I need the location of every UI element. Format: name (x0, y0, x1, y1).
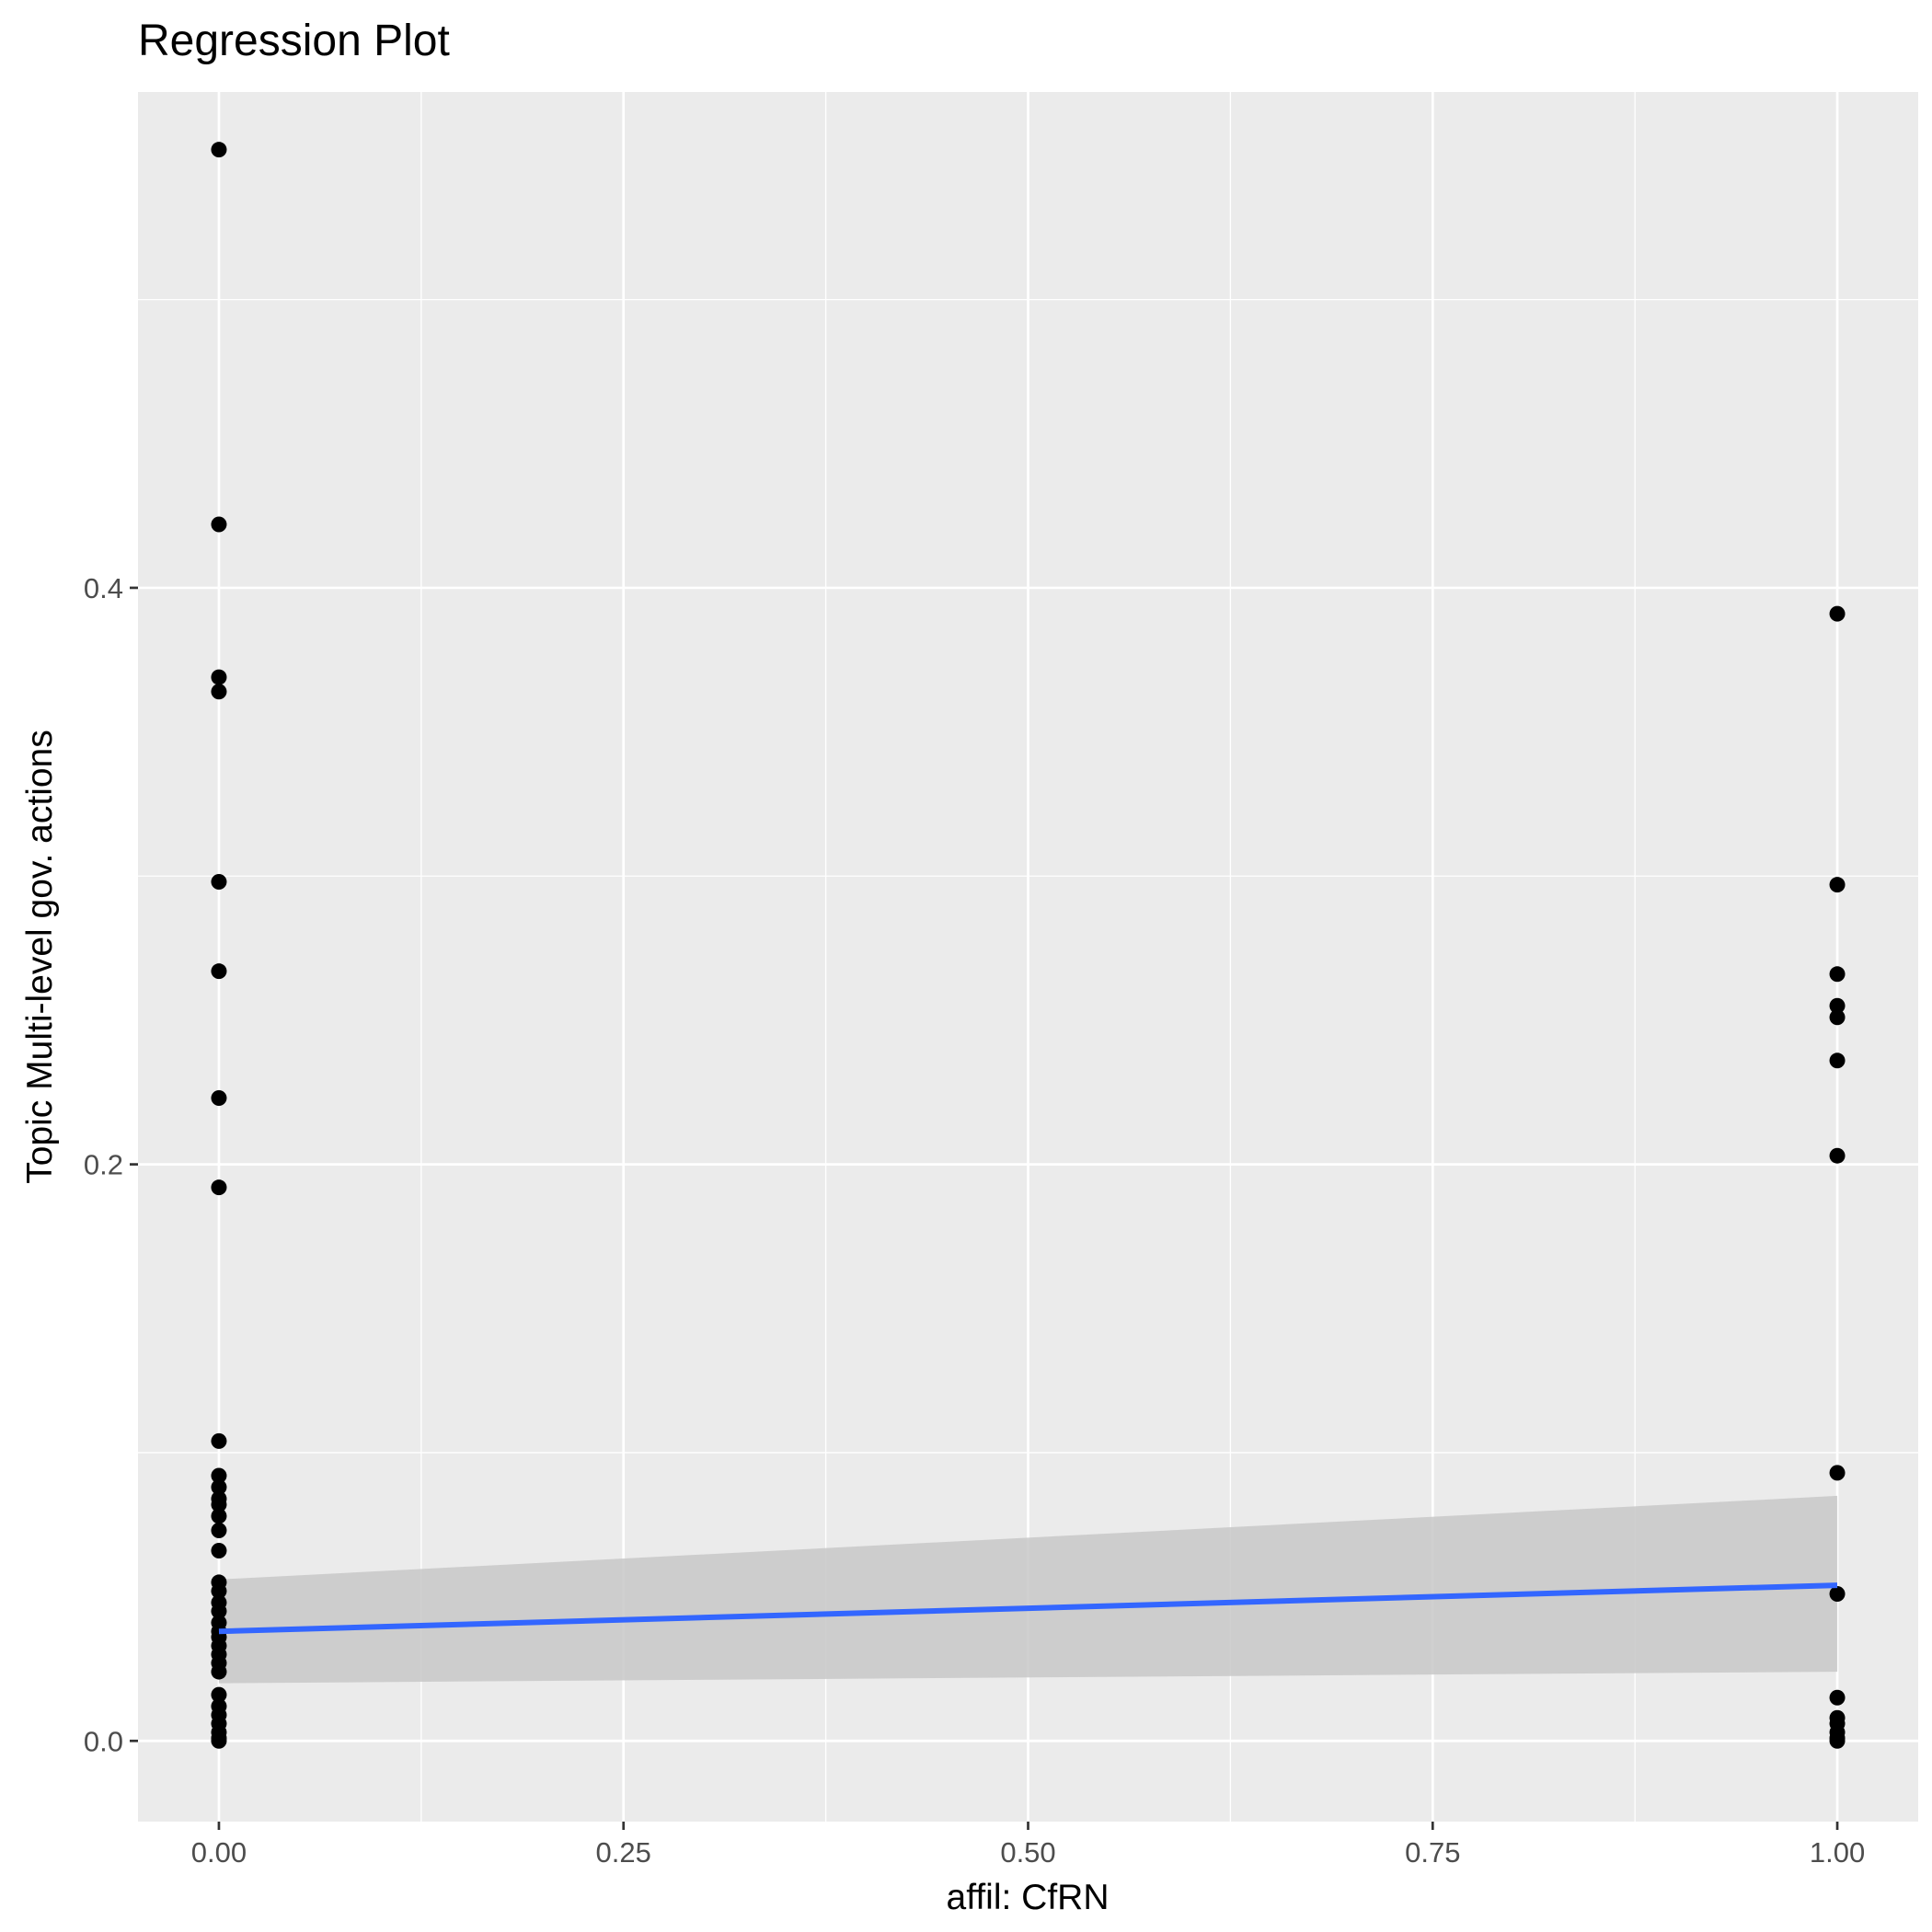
data-point (211, 669, 227, 685)
data-point (211, 1663, 227, 1680)
regression-line (218, 1582, 1838, 1635)
y-axis: 0.0 0.2 0.4 (84, 572, 138, 1757)
data-point (211, 142, 227, 158)
regression-line-layer (218, 1582, 1838, 1635)
y-tick-label: 0.2 (84, 1149, 123, 1181)
data-point (211, 1090, 227, 1107)
data-point (1829, 1689, 1846, 1706)
data-point (1829, 1147, 1846, 1164)
data-point (211, 1179, 227, 1196)
y-tick-label: 0.0 (84, 1725, 123, 1757)
data-point (1829, 966, 1846, 983)
data-point (1829, 1732, 1846, 1749)
data-point (1829, 1009, 1846, 1026)
data-point (211, 1582, 227, 1599)
data-point (1829, 997, 1846, 1014)
x-tick-label: 0.75 (1405, 1836, 1460, 1869)
data-point (1829, 605, 1846, 622)
data-points (211, 142, 1846, 1749)
data-point (1829, 877, 1846, 893)
chart-title: Regression Plot (138, 17, 450, 65)
x-axis: 0.00 0.25 0.50 0.75 1.00 (191, 1822, 1865, 1869)
data-point (211, 1732, 227, 1749)
data-point (211, 1479, 227, 1496)
data-point (211, 1508, 227, 1524)
data-point (211, 1467, 227, 1484)
confidence-band (218, 1495, 1838, 1684)
data-point (211, 1686, 227, 1703)
x-tick-label: 0.50 (1000, 1836, 1055, 1869)
x-tick-label: 1.00 (1810, 1836, 1865, 1869)
y-axis-title: Topic Multi-level gov. actions (20, 730, 60, 1183)
data-point (1829, 1585, 1846, 1602)
data-point (211, 1542, 227, 1558)
data-point (1829, 1052, 1846, 1069)
data-point (211, 963, 227, 980)
data-point (211, 1496, 227, 1512)
data-point (211, 874, 227, 891)
data-point (211, 1603, 227, 1619)
x-tick-label: 0.00 (191, 1836, 247, 1869)
data-point (211, 1432, 227, 1449)
data-point (211, 684, 227, 700)
confidence-band-layer (218, 1495, 1838, 1684)
data-point (211, 516, 227, 533)
y-tick-label: 0.4 (84, 572, 123, 604)
x-axis-title: affil: CfRN (947, 1878, 1110, 1917)
data-point (1829, 1465, 1846, 1481)
data-point (211, 1523, 227, 1539)
x-tick-label: 0.25 (596, 1836, 651, 1869)
